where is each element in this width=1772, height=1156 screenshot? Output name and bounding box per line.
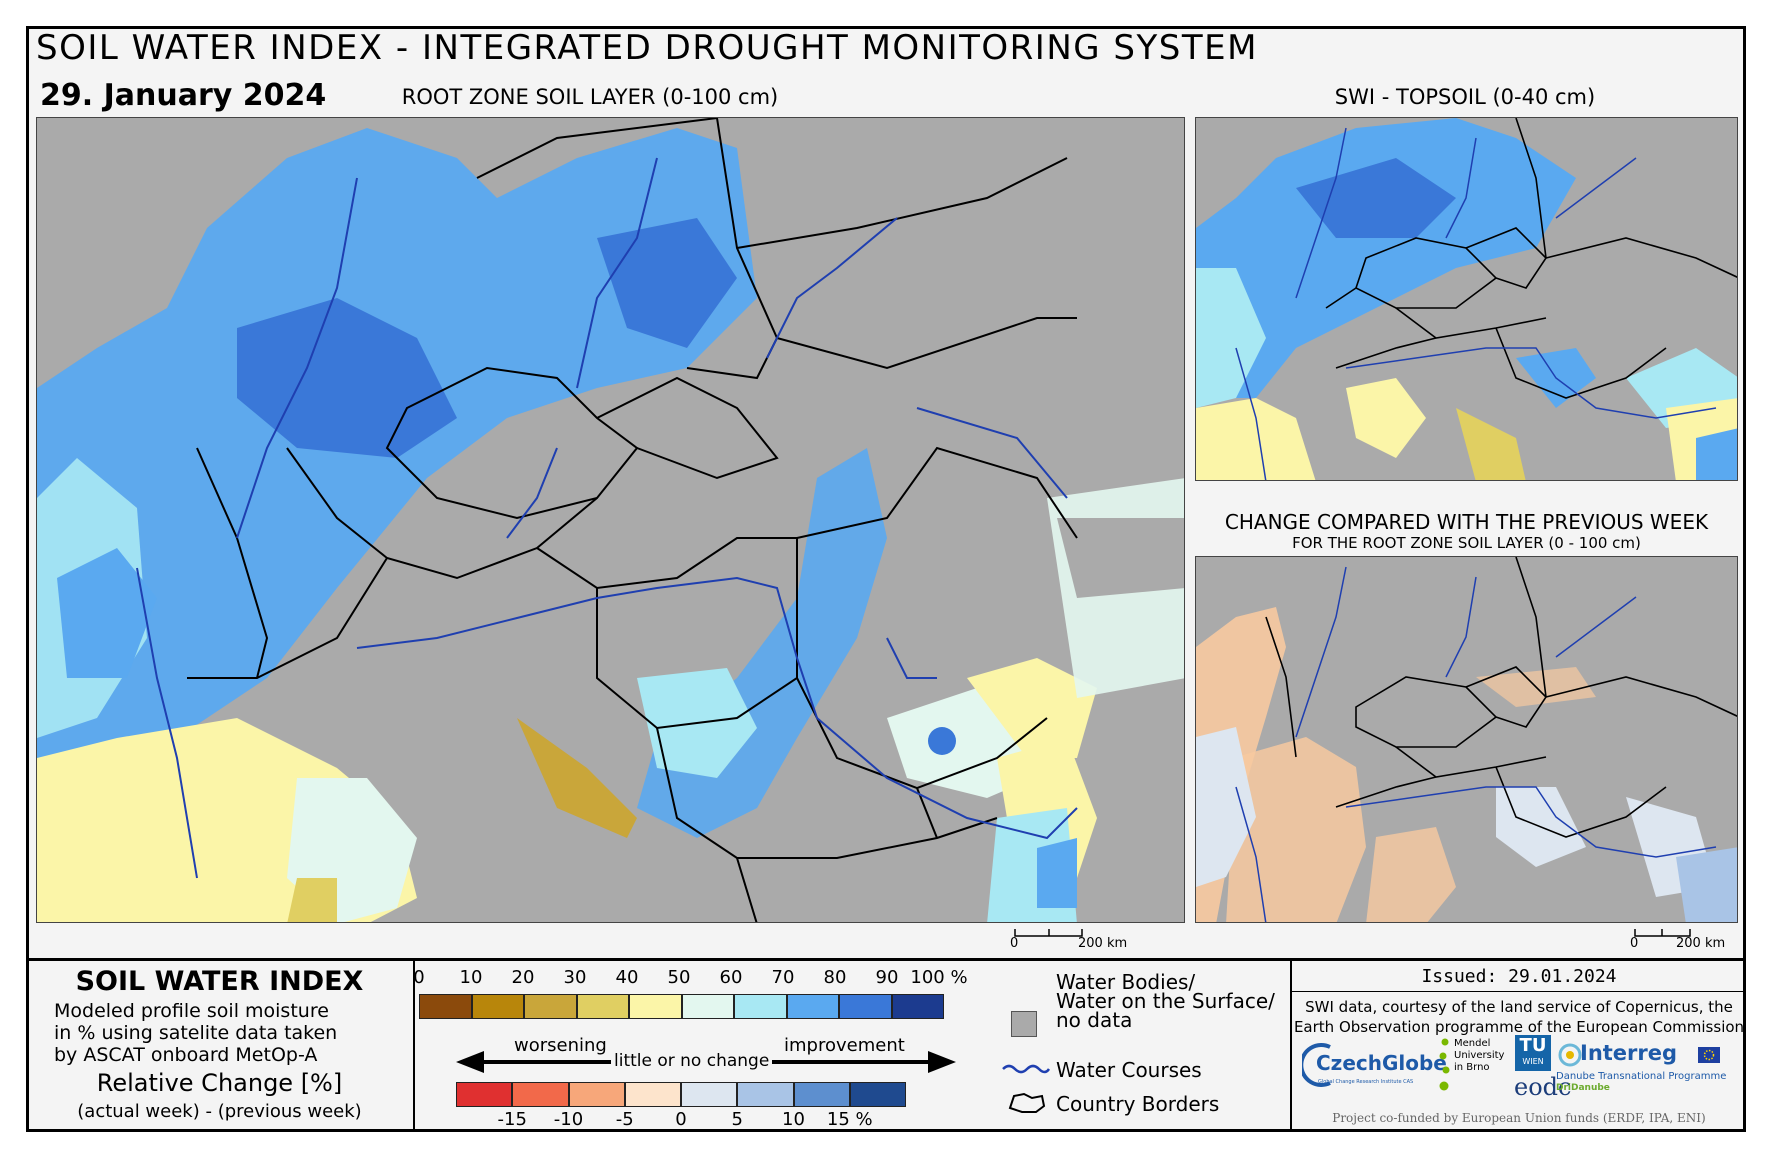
tick-label: 10 — [782, 1109, 805, 1130]
tick-label: 30 — [563, 967, 587, 988]
water-course-icon — [1002, 1064, 1051, 1074]
tick-label: -15 — [497, 1109, 527, 1130]
change-map-sublabel: FOR THE ROOT ZONE SOIL LAYER (0 - 100 cm… — [1292, 534, 1641, 552]
change-swatch — [568, 1082, 625, 1107]
change-swatch — [681, 1082, 738, 1107]
swi-swatch — [891, 994, 944, 1019]
swi-swatch — [471, 994, 524, 1019]
main-map-label: ROOT ZONE SOIL LAYER (0-100 cm) — [401, 85, 779, 109]
change-scale-zero: 0 — [1630, 936, 1639, 951]
tick-label: 0 — [413, 967, 425, 988]
topsoil-map — [1195, 117, 1738, 481]
scale-end: 200 km — [1078, 936, 1128, 951]
water-courses-label: Water Courses — [1056, 1058, 1202, 1082]
relative-change-desc: (actual week) - (previous week) — [77, 1101, 362, 1122]
legend-panel: SOIL WATER INDEX Modeled profile soil mo… — [26, 958, 1746, 1132]
swi-swatch — [681, 994, 734, 1019]
tick-label: 10 — [459, 967, 483, 988]
improvement-label: improvement — [781, 1035, 908, 1056]
no-change-label: little or no change — [611, 1051, 773, 1071]
change-map — [1195, 556, 1738, 923]
swi-swatch — [734, 994, 787, 1019]
tick-label: 100 % — [910, 967, 968, 988]
water-body-icon — [1011, 1011, 1037, 1037]
czechglobe-logo: CzechGlobe Global Change Research Instit… — [1302, 1041, 1447, 1091]
tick-label: 50 — [667, 967, 691, 988]
swi-desc-line-3: by ASCAT onboard MetOp-A — [54, 1044, 318, 1066]
tick-label: -10 — [553, 1109, 584, 1130]
swi-desc-line-2: in % using satelite data taken — [54, 1022, 338, 1044]
change-scale-end: 200 km — [1676, 936, 1726, 951]
funding-note: Project co-funded by European Union fund… — [1332, 1111, 1706, 1125]
tick-label: 90 — [875, 967, 899, 988]
change-swatch — [793, 1082, 850, 1107]
tick-label: 60 — [719, 967, 743, 988]
page-title: SOIL WATER INDEX - INTEGRATED DROUGHT MO… — [36, 28, 1258, 68]
map-date: 29. January 2024 — [40, 78, 327, 113]
tick-label: 80 — [823, 967, 847, 988]
swi-swatch — [576, 994, 629, 1019]
water-bodies-label: Water Bodies/ Water on the Surface/ no d… — [1056, 970, 1275, 1032]
change-swatch — [512, 1082, 569, 1107]
tick-label: -5 — [615, 1109, 634, 1130]
change-swatch — [849, 1082, 906, 1107]
worsening-label: worsening — [511, 1035, 610, 1056]
change-swatch — [737, 1082, 794, 1107]
tick-label: 20 — [511, 967, 535, 988]
tu-wien-logo: TU WIEN — [1515, 1035, 1551, 1071]
country-borders-label: Country Borders — [1056, 1092, 1220, 1116]
relative-change-title: Relative Change [%] — [96, 1069, 343, 1097]
main-scale-bar: 0 200 km — [1010, 928, 1170, 952]
swi-colorbar — [419, 994, 944, 1019]
credit-line-2: Earth Observation programme of the Europ… — [1293, 1018, 1745, 1036]
country-border-icon — [1008, 1092, 1046, 1113]
change-colorbar — [456, 1082, 906, 1107]
tick-label: 0 — [675, 1109, 687, 1130]
interreg-logo: Interreg Danube Transnational Programme … — [1556, 1041, 1727, 1093]
swi-swatch — [786, 994, 839, 1019]
scale-zero: 0 — [1010, 936, 1019, 951]
topsoil-map-label: SWI - TOPSOIL (0-40 cm) — [1334, 85, 1596, 109]
change-swatch — [624, 1082, 681, 1107]
main-map — [36, 117, 1185, 923]
mendel-university-logo: Mendel University in Brno — [1438, 1034, 1512, 1094]
tick-label: 40 — [615, 967, 639, 988]
change-scale-bar: 0 200 km — [1630, 928, 1740, 952]
swi-legend-title: SOIL WATER INDEX — [75, 966, 364, 997]
swi-swatch — [839, 994, 892, 1019]
tick-label: 15 % — [826, 1109, 873, 1130]
swi-swatch — [524, 994, 577, 1019]
swi-swatch — [419, 994, 472, 1019]
change-tick-labels: -15 -10 -5 0 5 10 15 % — [456, 1109, 906, 1131]
tick-label: 70 — [771, 967, 795, 988]
swi-swatch — [629, 994, 682, 1019]
issued-date: Issued: 29.01.2024 — [1421, 966, 1617, 987]
change-map-label: CHANGE COMPARED WITH THE PREVIOUS WEEK — [1224, 510, 1709, 534]
eodc-logo: eodc — [1514, 1073, 1572, 1101]
swi-tick-labels: 0 10 20 30 40 50 60 70 80 90 100 % — [413, 967, 967, 991]
change-swatch — [456, 1082, 513, 1107]
swi-desc-line-1: Modeled profile soil moisture — [54, 1000, 329, 1022]
credit-line-1: SWI data, courtesy of the land service o… — [1305, 998, 1733, 1016]
tick-label: 5 — [731, 1109, 743, 1130]
